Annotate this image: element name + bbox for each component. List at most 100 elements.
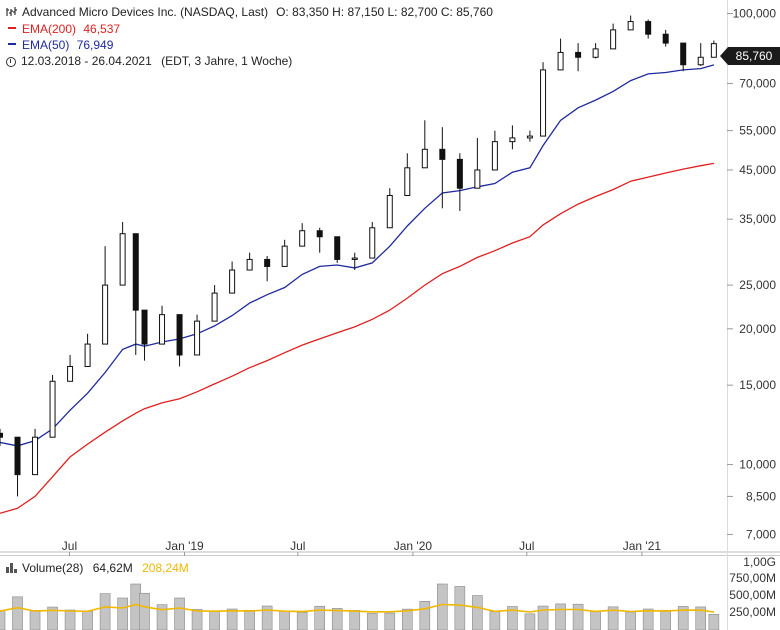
candle-body (557, 51, 564, 71)
volume-bar (677, 606, 689, 630)
candle (421, 120, 428, 169)
volume-bar (29, 610, 41, 630)
volume-bar (139, 592, 150, 630)
candle-body (102, 284, 109, 345)
volume-bar (174, 597, 185, 630)
candle-body (246, 258, 253, 271)
candle-body (421, 148, 428, 169)
candle (386, 188, 393, 229)
candle-body (141, 309, 148, 345)
period-range: 12.03.2018 - 26.04.2021 (21, 54, 152, 68)
candle-body (439, 148, 446, 160)
candle-body (84, 343, 91, 367)
candle (680, 42, 687, 72)
candle (351, 252, 358, 271)
candle-body (334, 236, 341, 260)
ema50-value: 76,949 (76, 38, 114, 52)
candle (575, 43, 582, 72)
volume-legend: Volume(28) 64,62M 208,24M (6, 561, 189, 575)
candle-body (369, 227, 376, 259)
volume-bar (419, 600, 431, 630)
candle (334, 236, 341, 263)
period-legend: 12.03.2018 - 26.04.2021 (EDT, 3 Jahre, 1… (6, 53, 292, 69)
volume-bar (384, 612, 396, 630)
volume-bar (226, 608, 238, 630)
time-axis: Jul Jan '19 Jul Jan '20 Jul Jan '21 (62, 539, 662, 556)
volume-bar (524, 613, 536, 630)
candle-body (386, 195, 393, 229)
instrument-legend: Advanced Micro Devices Inc. (NASDAQ, Las… (6, 4, 493, 20)
candle (299, 223, 306, 247)
volume-bar (82, 610, 93, 630)
candle-body (540, 69, 547, 137)
volume-bar (0, 610, 6, 630)
candle (474, 137, 481, 189)
volume-axis: 1,00G 750,00M 500,00M 250,00M (729, 555, 776, 619)
volume-bars (0, 583, 720, 630)
volume-bar (437, 583, 448, 630)
time-tick-label: Jan '20 (394, 539, 433, 553)
candle (194, 314, 201, 356)
volume-bar (472, 595, 483, 630)
candle-body (281, 245, 288, 267)
candle (662, 29, 669, 47)
candle (281, 239, 288, 267)
candle (404, 153, 411, 197)
volume-bar (695, 606, 707, 630)
candle (540, 62, 547, 137)
price-tick-label: 35,000 (739, 212, 776, 226)
volume-bar (99, 593, 111, 630)
candle (264, 256, 271, 282)
time-tick-label: Jul (290, 539, 305, 553)
candle-body (119, 233, 126, 286)
volume-bar (156, 604, 168, 630)
candle (102, 246, 109, 345)
ema50-line (0, 64, 715, 447)
volume-ma-value: 208,24M (142, 561, 189, 575)
candles (0, 15, 717, 497)
volume-bar (64, 609, 76, 630)
volume-ma-path (0, 603, 715, 613)
volume-bar (331, 608, 343, 630)
candle (491, 130, 498, 171)
volume-tick-label: 750,00M (729, 571, 776, 585)
candle-body (710, 43, 717, 58)
volume-tick-label: 1,00G (743, 555, 776, 569)
volume-bar (660, 610, 671, 630)
candle (132, 233, 139, 355)
candle (592, 43, 599, 59)
ema50-path (0, 64, 715, 447)
volume-bar (555, 603, 566, 630)
candle-body (645, 21, 652, 35)
candle-body (14, 436, 21, 476)
volume-bar (642, 608, 654, 630)
time-tick-label: Jan '21 (623, 539, 662, 553)
volume-bar (625, 611, 636, 630)
candle-body (456, 158, 463, 189)
candle-body (299, 230, 306, 247)
price-tick-label: 100,000 (733, 7, 777, 21)
candle (84, 333, 91, 367)
volume-bar (296, 612, 308, 630)
volume-bar (590, 611, 601, 630)
candle-body (509, 137, 516, 143)
price-tick-label: 70,000 (739, 76, 776, 90)
volume-last-value: 64,62M (92, 561, 133, 575)
candle (610, 23, 617, 50)
candle-body (592, 48, 599, 58)
candle (645, 19, 652, 39)
price-tick-label: 15,000 (739, 378, 776, 392)
instrument-title: Advanced Micro Devices Inc. (NASDAQ, Las… (22, 5, 269, 19)
candle-body (474, 169, 481, 189)
candle-body (697, 56, 704, 66)
volume-ma-line (0, 603, 715, 613)
candle-body (211, 292, 218, 322)
price-tick-label: 8,500 (746, 489, 776, 503)
candle (49, 374, 56, 438)
candle (159, 305, 166, 345)
volume-bar (489, 611, 501, 630)
volume-bars-icon (6, 563, 18, 573)
volume-tick-label: 500,00M (729, 588, 776, 602)
